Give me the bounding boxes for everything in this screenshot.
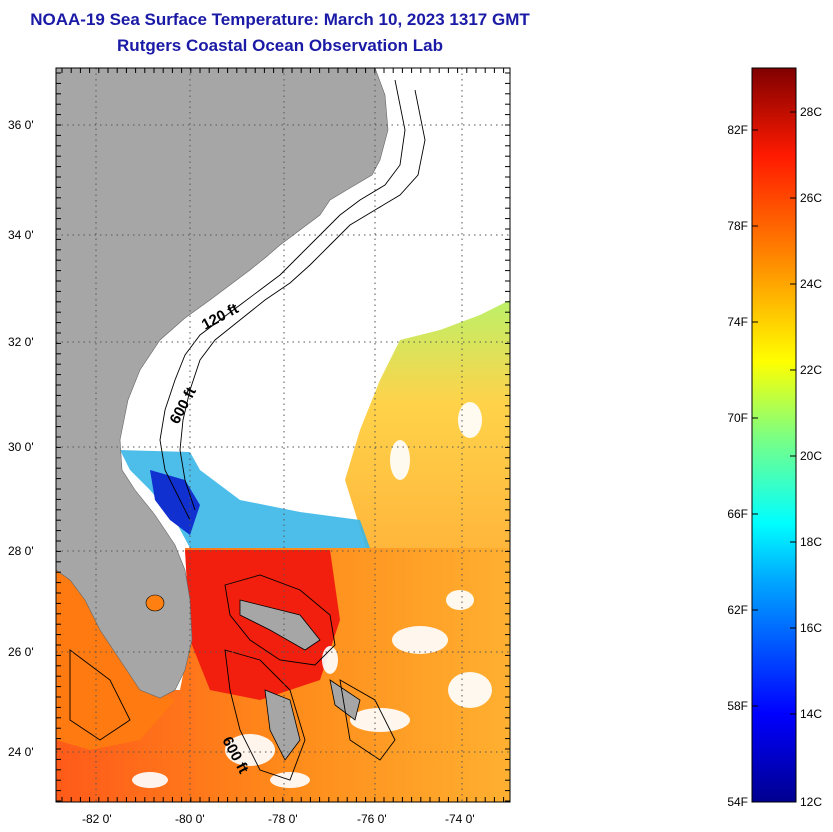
lon-label: -76 0' bbox=[357, 812, 387, 826]
map-subtitle: Rutgers Coastal Ocean Observation Lab bbox=[117, 36, 443, 55]
depth-contours bbox=[69, 79, 426, 781]
colorbar-ticks bbox=[752, 111, 796, 715]
lon-label: -80 0' bbox=[175, 812, 205, 826]
lake-okeechobee bbox=[145, 594, 165, 612]
lat-label: 34 0' bbox=[8, 228, 34, 242]
lat-label: 24 0' bbox=[8, 745, 34, 759]
colorbar-f-label: 58F bbox=[727, 699, 748, 713]
colorbar-c-label: 18C bbox=[800, 535, 823, 549]
colorbar-c-label: 16C bbox=[800, 621, 823, 635]
colorbar bbox=[751, 67, 797, 803]
land-mass bbox=[56, 68, 389, 699]
colorbar-f-label: 62F bbox=[727, 603, 748, 617]
colorbar-c-label: 12C bbox=[800, 795, 823, 809]
colorbar-f-label: 70F bbox=[727, 411, 748, 425]
lon-label: -82 0' bbox=[82, 812, 112, 826]
colorbar-f-label: 82F bbox=[727, 123, 748, 137]
colorbar-c-label: 14C bbox=[800, 707, 823, 721]
colorbar-f-label: 78F bbox=[727, 219, 748, 233]
axis-ticks bbox=[56, 68, 510, 802]
colorbar-f-label: 74F bbox=[727, 315, 748, 329]
lat-label: 32 0' bbox=[8, 335, 34, 349]
lat-label: 36 0' bbox=[8, 118, 34, 132]
contour-label-120ft: 120 ft bbox=[199, 300, 242, 333]
lat-label: 28 0' bbox=[8, 544, 34, 558]
lon-label: -78 0' bbox=[268, 812, 298, 826]
bahamas-islands bbox=[239, 599, 361, 761]
cloud-gaps bbox=[132, 402, 492, 788]
map-title: NOAA-19 Sea Surface Temperature: March 1… bbox=[30, 10, 530, 29]
colorbar-f-label: 66F bbox=[727, 507, 748, 521]
sst-offshore-warm bbox=[345, 300, 510, 560]
colorbar-c-label: 20C bbox=[800, 449, 823, 463]
lon-label: -74 0' bbox=[445, 812, 475, 826]
colorbar-c-label: 24C bbox=[800, 277, 823, 291]
lat-label: 26 0' bbox=[8, 645, 34, 659]
colorbar-c-label: 28C bbox=[800, 105, 823, 119]
colorbar-f-label: 54F bbox=[727, 795, 748, 809]
lat-label: 30 0' bbox=[8, 440, 34, 454]
graticule bbox=[56, 68, 510, 802]
colorbar-c-label: 26C bbox=[800, 191, 823, 205]
colorbar-c-label: 22C bbox=[800, 363, 823, 377]
sst-gulf-orange bbox=[56, 560, 175, 750]
